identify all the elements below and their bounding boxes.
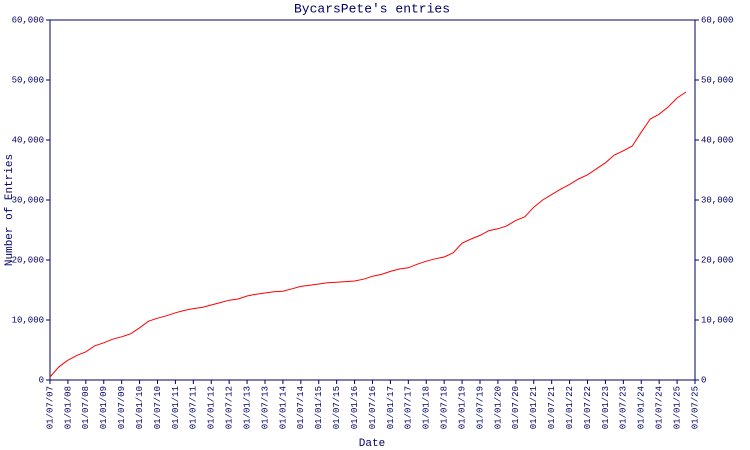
y2-tick-label: 0: [701, 375, 706, 385]
chart-title: BycarsPete's entries: [294, 1, 450, 16]
x-tick-label: 01/07/08: [81, 386, 91, 429]
y-tick-label: 10,000: [12, 315, 44, 325]
x-tick-label: 01/01/25: [672, 386, 682, 429]
x-tick-label: 01/07/23: [619, 386, 629, 429]
y-tick-label: 20,000: [12, 255, 44, 265]
x-tick-label: 01/01/19: [457, 386, 467, 429]
x-tick-label: 01/07/14: [296, 386, 306, 429]
x-tick-label: 01/07/13: [260, 386, 270, 429]
x-tick-label: 01/07/12: [225, 386, 235, 429]
y2-tick-label: 60,000: [701, 15, 733, 25]
y-tick-label: 60,000: [12, 15, 44, 25]
y2-tick-label: 40,000: [701, 135, 733, 145]
x-tick-label: 01/01/12: [207, 386, 217, 429]
x-tick-label: 01/01/18: [422, 386, 432, 429]
y-tick-label: 30,000: [12, 195, 44, 205]
x-tick-label: 01/07/18: [440, 386, 450, 429]
x-tick-label: 01/01/21: [529, 386, 539, 429]
x-tick-label: 01/01/16: [350, 386, 360, 429]
y-axis-label: Number of Entries: [4, 154, 16, 266]
x-tick-label: 01/01/20: [493, 386, 503, 429]
x-axis-label: Date: [359, 438, 385, 450]
x-tick-label: 01/01/13: [242, 386, 252, 429]
x-tick-label: 01/07/10: [153, 386, 163, 429]
x-tick-label: 01/07/22: [583, 386, 593, 429]
x-tick-label: 01/07/11: [189, 386, 199, 429]
x-tick-label: 01/07/16: [368, 386, 378, 429]
y2-tick-label: 20,000: [701, 255, 733, 265]
plot-frame: [49, 19, 696, 381]
y-tick-label: 50,000: [12, 75, 44, 85]
x-tick-label: 01/01/24: [637, 386, 647, 429]
y2-tick-label: 50,000: [701, 75, 733, 85]
x-tick-label: 01/07/15: [332, 386, 342, 429]
x-tick-label: 01/07/21: [547, 386, 557, 429]
x-tick-label: 01/07/25: [690, 386, 700, 429]
x-tick-label: 01/07/19: [475, 386, 485, 429]
x-tick-label: 01/01/23: [601, 386, 611, 429]
y-tick-label: 40,000: [12, 135, 44, 145]
x-tick-label: 01/01/08: [63, 386, 73, 429]
y2-tick-label: 30,000: [701, 195, 733, 205]
x-tick-label: 01/01/17: [386, 386, 396, 429]
x-tick-label: 01/01/14: [278, 386, 288, 429]
x-tick-label: 01/01/11: [171, 386, 181, 429]
x-tick-label: 01/01/15: [314, 386, 324, 429]
x-tick-label: 01/07/17: [404, 386, 414, 429]
y-tick-label: 0: [39, 375, 44, 385]
x-tick-label: 01/07/07: [45, 386, 55, 429]
x-tick-label: 01/07/09: [117, 386, 127, 429]
data-line: [49, 91, 687, 378]
x-tick-label: 01/01/10: [135, 386, 145, 429]
x-tick-label: 01/01/22: [565, 386, 575, 429]
x-tick-label: 01/07/20: [511, 386, 521, 429]
y2-tick-label: 10,000: [701, 315, 733, 325]
x-tick-label: 01/07/24: [655, 386, 665, 429]
x-tick-label: 01/01/09: [99, 386, 109, 429]
